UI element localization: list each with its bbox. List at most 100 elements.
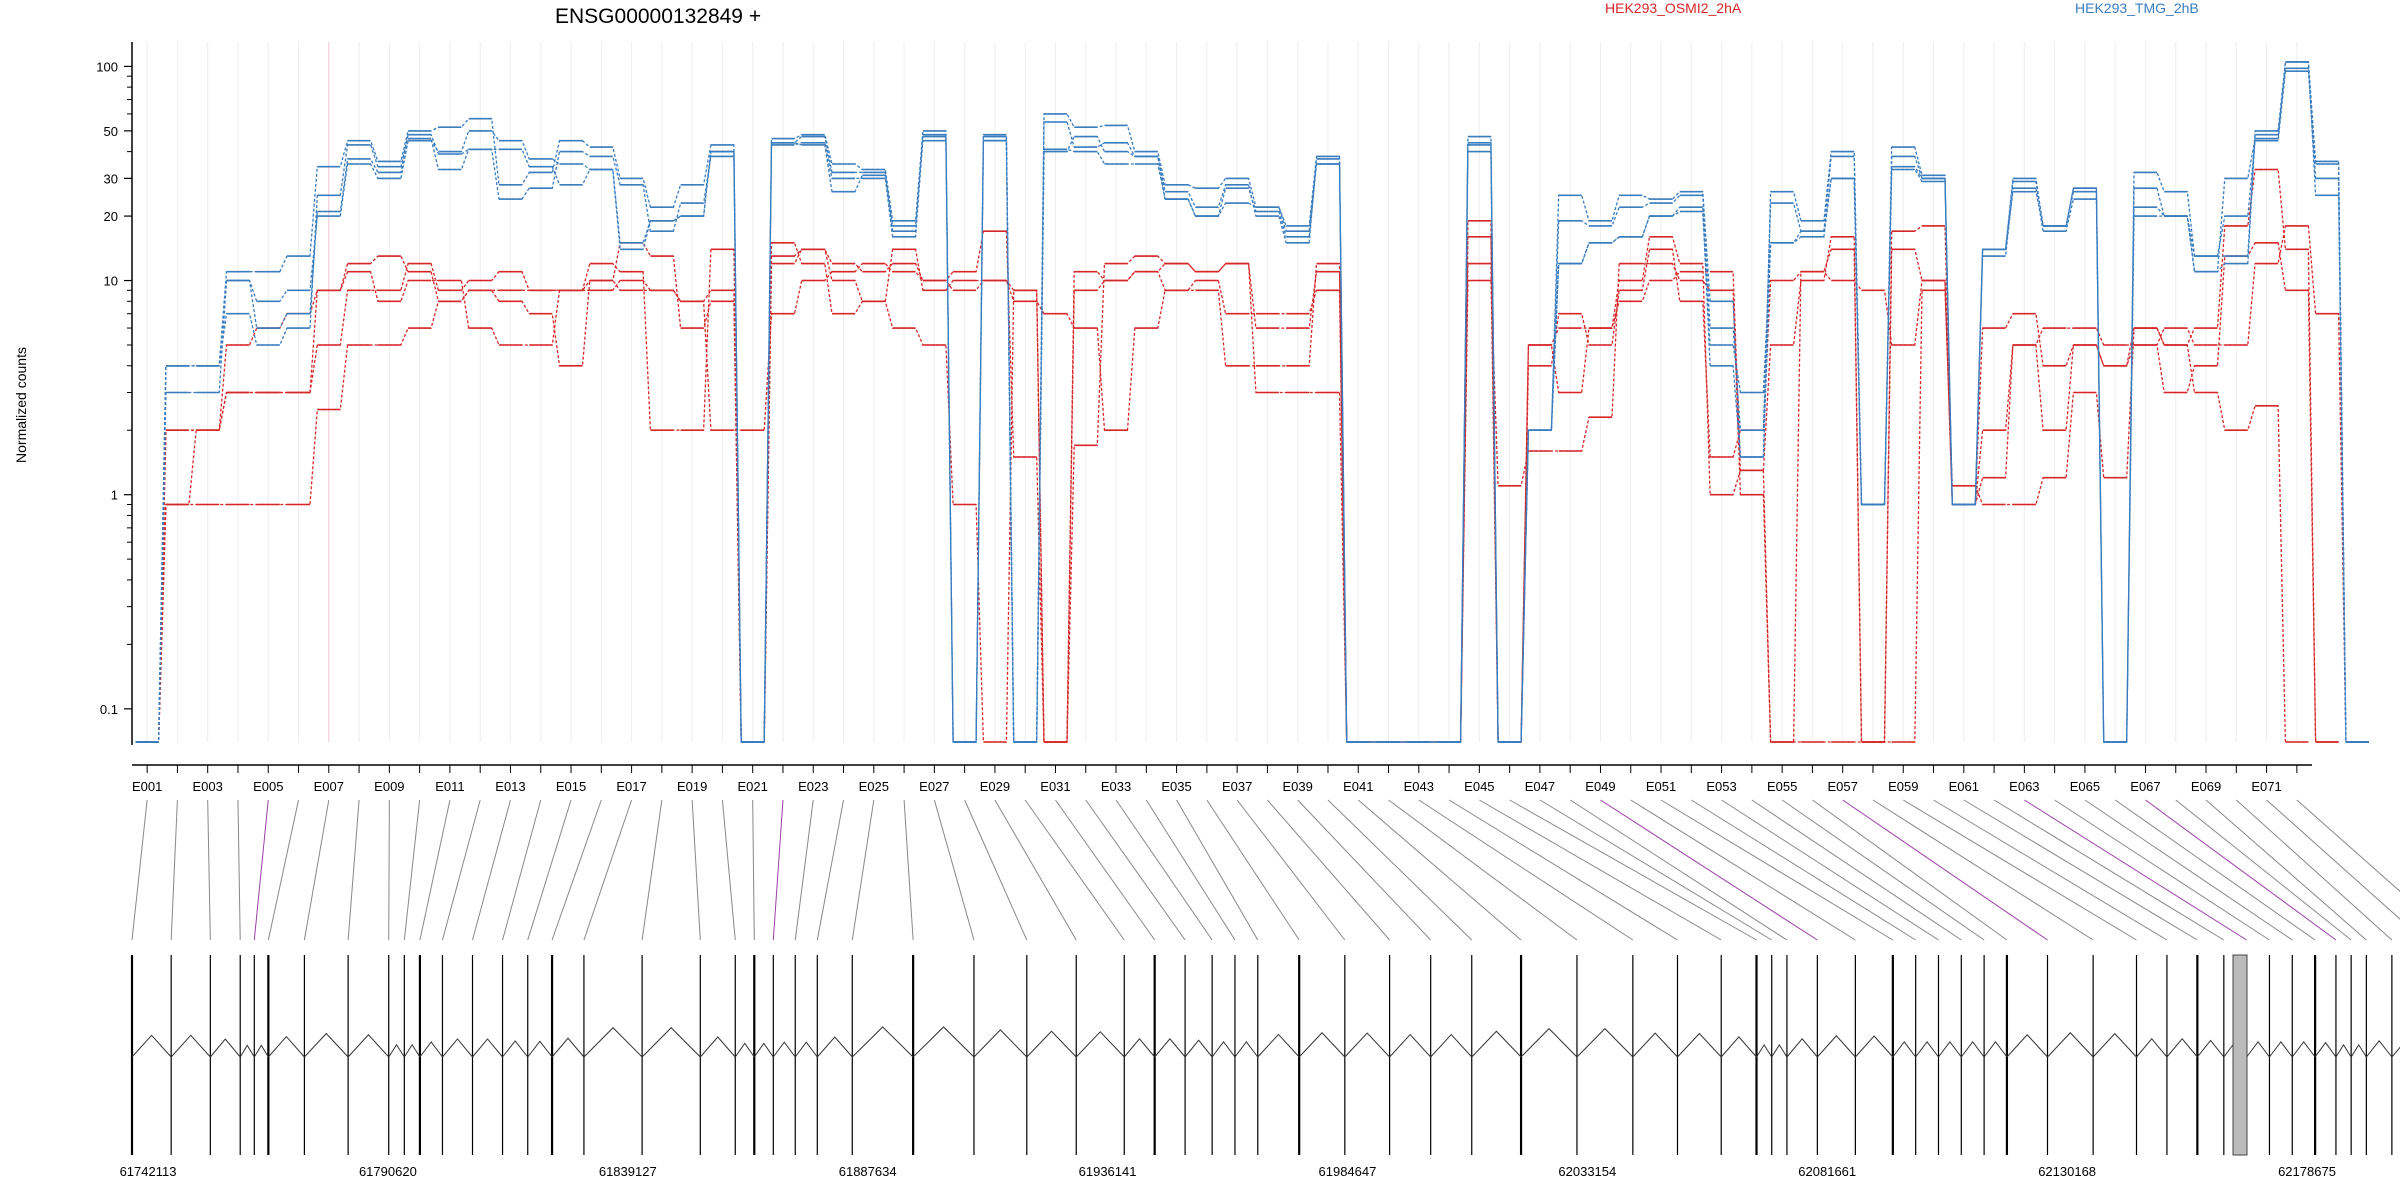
exon-label: E003 (193, 779, 223, 794)
connector-line (1176, 799, 1259, 941)
exon-label: E055 (1767, 779, 1797, 794)
intron-arc (1771, 1043, 1788, 1058)
series-line (135, 225, 2369, 743)
genomic-tick-label: 61742113 (120, 1164, 177, 1179)
exon-label: E019 (677, 779, 707, 794)
connector-line (1479, 799, 1722, 941)
intron-arc (1389, 1033, 1432, 1058)
exon-label: E057 (1828, 779, 1858, 794)
y-tick-label: 20 (104, 209, 118, 224)
connector-line (903, 799, 914, 941)
intron-arc (1632, 1032, 1678, 1058)
connector-line (2235, 799, 2393, 941)
connector-line (1963, 799, 2198, 941)
exon-label: E059 (1888, 779, 1918, 794)
intron-arc (1075, 1031, 1125, 1058)
genomic-tick-label: 62130168 (2038, 1164, 2096, 1179)
genomic-tick-label: 61839127 (599, 1164, 657, 1179)
connector-line (721, 799, 736, 941)
intron-arc (403, 1043, 421, 1058)
exon-label: E053 (1706, 779, 1736, 794)
connector-line (1842, 799, 2048, 941)
exon-label: E051 (1646, 779, 1676, 794)
intron-arc (2047, 1032, 2094, 1058)
connector-line (1781, 799, 1985, 941)
intron-arc (851, 1026, 914, 1058)
exon-label: E045 (1464, 779, 1494, 794)
intron-arc (2269, 1041, 2293, 1058)
intron-arc (641, 1027, 701, 1058)
exon-label: E015 (556, 779, 586, 794)
exon-label: E039 (1283, 779, 1313, 794)
y-tick-label: 1 (111, 488, 118, 503)
connector-line (502, 799, 542, 941)
intron-arc (2391, 1046, 2400, 1058)
exon-label: E043 (1404, 779, 1434, 794)
intron-arc (2314, 1041, 2337, 1058)
genomic-coordinate-axis: 61742113 61790620 61839127 61887634 61936141… (120, 1164, 2336, 1179)
connector-line (1206, 799, 1300, 941)
connector-line (253, 799, 269, 941)
intron-arc (2350, 1043, 2367, 1058)
intron-arc (1960, 1041, 1985, 1058)
exon-label: E025 (859, 779, 889, 794)
exon-label: E067 (2130, 779, 2160, 794)
series-line (135, 70, 2369, 743)
exon-label: E065 (2070, 779, 2100, 794)
genomic-tick-label: 61936141 (1079, 1164, 1137, 1179)
exon-label: E013 (495, 779, 525, 794)
connector-line (2266, 799, 2400, 920)
connector-line (994, 799, 1077, 941)
intron-arc (209, 1038, 241, 1058)
intron-arc (2246, 1041, 2270, 1058)
connector-line (1933, 799, 2168, 941)
connector-line (1357, 799, 1522, 941)
connector-line (1509, 799, 1757, 941)
intron-arc (1184, 1039, 1213, 1058)
connector-line (1024, 799, 1125, 941)
intron-arc (1520, 1027, 1578, 1058)
exon-label: E049 (1585, 779, 1615, 794)
intron-arc (1915, 1041, 1939, 1058)
intron-arc (1983, 1041, 2008, 1058)
genomic-tick-label: 62178675 (2278, 1164, 2336, 1179)
connector-line (267, 799, 300, 941)
connector-line (1600, 799, 1818, 941)
exon-label: E029 (980, 779, 1010, 794)
series-segment (135, 225, 2369, 743)
intron-arc (1123, 1038, 1156, 1058)
intron-arc (2196, 1039, 2225, 1058)
connector-line (1055, 799, 1156, 941)
legend-entry-tmg: HEK293_TMG_2hB (2075, 0, 2199, 16)
genomic-tick-label: 61790620 (359, 1164, 417, 1179)
intron-arc (170, 1034, 211, 1058)
intron-arc (2166, 1038, 2198, 1058)
connector-line (237, 799, 241, 941)
series-segment (135, 70, 2369, 743)
exon-label: E007 (314, 779, 344, 794)
exon-label: E047 (1525, 779, 1555, 794)
connector-line (303, 799, 330, 941)
y-tick-label: 100 (96, 59, 118, 74)
series-line (135, 262, 2309, 743)
intron-arc (502, 1040, 529, 1058)
intron-arc (1677, 1032, 1722, 1058)
y-tick-label: 0.1 (100, 702, 118, 717)
exon-block (2232, 954, 2248, 1156)
series-segment (135, 61, 2369, 743)
genomic-tick-label: 61887634 (839, 1164, 897, 1179)
connector-line (1721, 799, 1939, 941)
connector-line (964, 799, 1028, 941)
exon-label: E017 (616, 779, 646, 794)
series-segment (135, 61, 2369, 743)
intron-arc (1576, 1027, 1634, 1058)
exon-label: E023 (798, 779, 828, 794)
connector-line (2145, 799, 2337, 941)
connector-line (691, 799, 701, 941)
connector-line (2114, 799, 2316, 941)
connector-line (1388, 799, 1578, 941)
connector-line (1539, 799, 1772, 941)
y-axis-label: Normalized counts (13, 347, 29, 463)
connector-line (816, 799, 845, 941)
